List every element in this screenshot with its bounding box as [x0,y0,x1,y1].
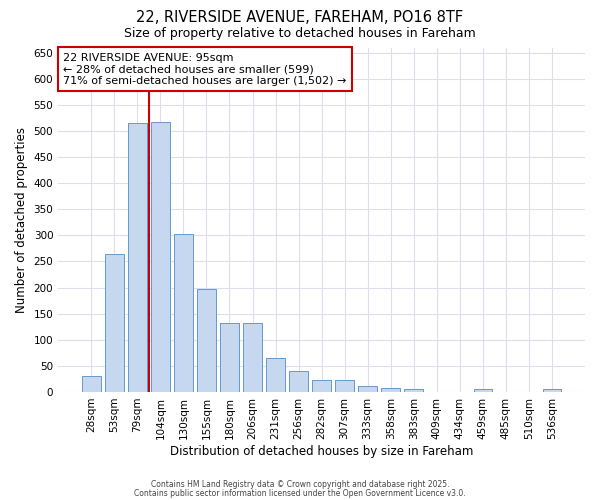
Bar [473,390,492,392]
Bar [358,386,377,392]
Bar [335,380,354,392]
Bar [404,390,423,392]
Text: 22 RIVERSIDE AVENUE: 95sqm
← 28% of detached houses are smaller (599)
71% of sem: 22 RIVERSIDE AVENUE: 95sqm ← 28% of deta… [64,52,347,86]
Bar [382,388,400,392]
Bar [105,254,124,392]
Bar [128,123,146,392]
Bar [313,380,331,392]
Bar [151,122,170,392]
Bar [82,376,101,392]
Bar [174,234,193,392]
Y-axis label: Number of detached properties: Number of detached properties [15,126,28,312]
Text: Contains HM Land Registry data © Crown copyright and database right 2025.: Contains HM Land Registry data © Crown c… [151,480,449,489]
Text: 22, RIVERSIDE AVENUE, FAREHAM, PO16 8TF: 22, RIVERSIDE AVENUE, FAREHAM, PO16 8TF [136,10,464,25]
Bar [266,358,285,392]
Text: Size of property relative to detached houses in Fareham: Size of property relative to detached ho… [124,28,476,40]
Bar [289,371,308,392]
Text: Contains public sector information licensed under the Open Government Licence v3: Contains public sector information licen… [134,489,466,498]
X-axis label: Distribution of detached houses by size in Fareham: Distribution of detached houses by size … [170,444,473,458]
Bar [197,288,215,392]
Bar [243,322,262,392]
Bar [542,390,561,392]
Bar [220,322,239,392]
